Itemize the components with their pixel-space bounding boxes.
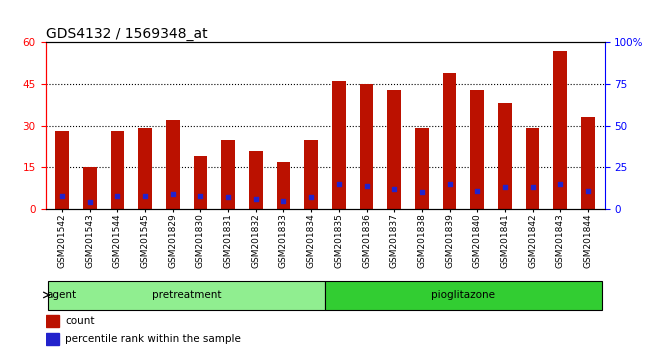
Point	[333, 181, 344, 187]
Point	[112, 193, 123, 198]
Bar	[359, 84, 374, 209]
Bar	[138, 129, 152, 209]
Bar	[46, 333, 60, 345]
Bar	[46, 315, 60, 327]
Text: pioglitazone: pioglitazone	[432, 290, 495, 300]
Point	[84, 199, 95, 205]
Bar	[443, 73, 456, 209]
Bar	[415, 129, 429, 209]
Text: pretreatment: pretreatment	[152, 290, 222, 300]
Bar	[304, 139, 318, 209]
Text: agent: agent	[46, 290, 76, 300]
Bar	[249, 151, 263, 209]
Bar	[325, 281, 602, 310]
Bar	[194, 156, 207, 209]
Bar	[166, 120, 179, 209]
Point	[278, 198, 289, 203]
Bar	[111, 131, 124, 209]
Bar	[83, 167, 97, 209]
Bar	[55, 131, 69, 209]
Point	[57, 193, 68, 198]
Point	[445, 181, 455, 187]
Point	[389, 186, 399, 192]
Point	[251, 196, 261, 202]
Bar	[553, 51, 567, 209]
Point	[417, 189, 427, 195]
Bar	[581, 118, 595, 209]
Point	[361, 183, 372, 188]
Bar	[387, 90, 401, 209]
Text: percentile rank within the sample: percentile rank within the sample	[65, 334, 241, 344]
Point	[582, 188, 593, 193]
Point	[555, 181, 566, 187]
Point	[306, 194, 317, 200]
Bar	[498, 103, 512, 209]
Point	[472, 188, 482, 193]
Bar	[221, 139, 235, 209]
Point	[223, 194, 233, 200]
Point	[500, 184, 510, 190]
Text: GDS4132 / 1569348_at: GDS4132 / 1569348_at	[46, 28, 207, 41]
Bar	[526, 129, 540, 209]
Point	[527, 184, 538, 190]
Bar	[471, 90, 484, 209]
Bar	[48, 281, 325, 310]
Text: count: count	[65, 316, 94, 326]
Point	[168, 191, 178, 197]
Bar	[332, 81, 346, 209]
Bar	[276, 162, 291, 209]
Point	[195, 193, 205, 198]
Point	[140, 193, 150, 198]
